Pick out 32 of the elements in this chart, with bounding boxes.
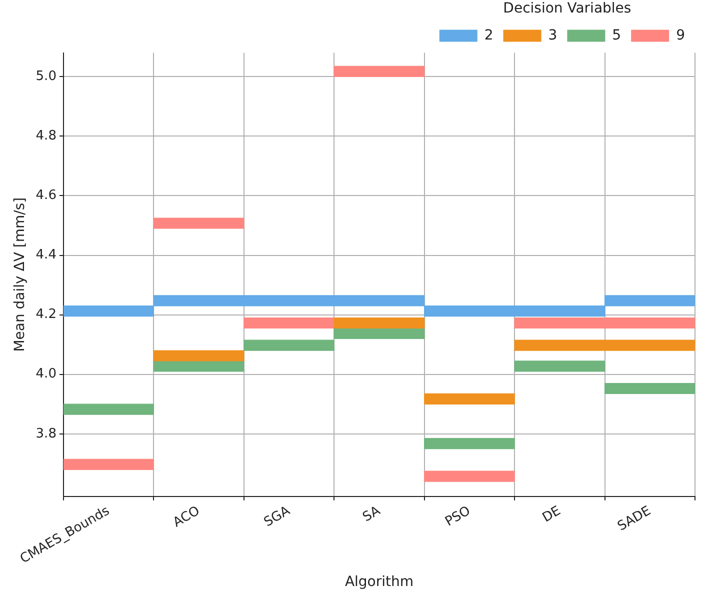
y-tick-label: 4.0 — [36, 366, 56, 382]
bar — [424, 438, 515, 450]
bar — [63, 458, 154, 470]
bar — [153, 350, 244, 362]
bar — [153, 360, 244, 372]
y-axis-title: Mean daily ΔV [mm/s] — [12, 197, 28, 352]
bar — [424, 393, 515, 404]
y-tick-label: 4.2 — [36, 307, 56, 322]
y-tick-label: 5.0 — [36, 68, 56, 84]
bar — [153, 218, 244, 229]
legend-title: Decision Variables — [503, 0, 632, 17]
legend-label: 2 — [484, 27, 494, 44]
x-tick-label: DE — [540, 504, 564, 526]
bar — [244, 317, 334, 329]
legend-label: 9 — [676, 27, 686, 44]
x-tick-label: PSO — [442, 504, 474, 530]
x-tick-label: ACO — [170, 504, 202, 531]
x-tick-label: SA — [360, 504, 384, 526]
bar — [334, 66, 425, 77]
bar — [424, 470, 515, 482]
x-axis-title: Algorithm — [344, 574, 414, 590]
bar — [63, 404, 154, 415]
bar — [604, 382, 695, 394]
y-tick-label: 3.8 — [36, 426, 56, 442]
y-tick-label: 4.6 — [36, 188, 56, 204]
x-tick-label: SGA — [262, 504, 293, 530]
y-tick-label: 4.8 — [36, 128, 56, 144]
bar — [514, 360, 606, 372]
legend-label: 5 — [612, 27, 622, 44]
bar — [334, 317, 425, 329]
y-tick-label: 4.4 — [36, 248, 56, 263]
legend-label: 3 — [548, 27, 558, 44]
